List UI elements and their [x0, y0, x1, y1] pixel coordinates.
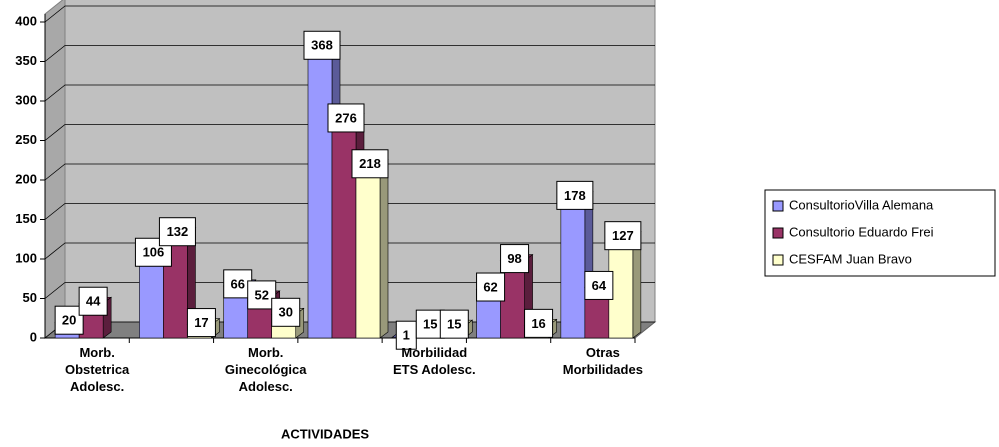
- bar-front: [355, 165, 381, 339]
- bar-front: [139, 253, 164, 339]
- data-label-box: [247, 280, 277, 310]
- legend-swatch: [772, 200, 784, 212]
- bar: [607, 231, 642, 339]
- data-label: 368: [311, 38, 333, 53]
- data-label-box: [500, 244, 530, 274]
- x-axis-title: ACTIVIDADES: [281, 426, 369, 441]
- bar-front: [307, 46, 333, 339]
- bar-side: [379, 159, 389, 339]
- x-tick-label: Morb. Ginecológica Adolesc.: [224, 345, 307, 394]
- data-label: 1: [403, 328, 410, 343]
- grid-line: [44, 242, 655, 260]
- data-label-box: [604, 221, 642, 251]
- data-label: 106: [143, 245, 165, 260]
- data-label: 276: [335, 110, 357, 125]
- bar: [355, 159, 389, 339]
- data-label-box: [303, 30, 341, 60]
- data-label: 132: [167, 224, 189, 239]
- data-label: 127: [612, 228, 634, 243]
- y-tick-label: 50: [23, 290, 37, 305]
- y-tick-label: 250: [15, 132, 37, 147]
- data-label: 62: [483, 279, 497, 294]
- grid-line: [44, 282, 655, 299]
- data-label-box: [524, 308, 554, 338]
- legend-swatch: [772, 254, 784, 266]
- data-label-box: [271, 297, 301, 327]
- x-tick-label: Otras Morbilidades: [562, 345, 643, 377]
- grid-line: [44, 124, 655, 141]
- grid-line: [44, 84, 655, 102]
- x-tick-label: Morbilidad ETS Adolesc.: [392, 345, 476, 377]
- data-label-box: [158, 217, 196, 247]
- y-tick-label: 200: [15, 171, 37, 186]
- data-label: 17: [194, 315, 208, 330]
- data-label-box: [327, 103, 365, 133]
- legend-box: [764, 189, 996, 277]
- data-label-box: [186, 308, 216, 338]
- legend-label: CESFAM Juan Bravo: [789, 251, 912, 266]
- data-label: 16: [531, 316, 545, 331]
- grid-line: [44, 45, 655, 62]
- data-label-box: [476, 272, 506, 302]
- data-label: 44: [86, 294, 101, 309]
- data-label-box: [54, 305, 84, 335]
- data-label: 15: [423, 317, 437, 332]
- data-label-box: [223, 269, 253, 299]
- y-tick-label: 400: [15, 13, 37, 28]
- legend-label: ConsultorioVilla Alemana: [789, 197, 934, 212]
- data-label-box: [439, 309, 469, 339]
- y-tick-label: 0: [30, 329, 37, 344]
- data-label: 30: [278, 305, 292, 320]
- data-label: 15: [447, 317, 461, 332]
- grid-line: [44, 203, 655, 220]
- y-tick-label: 350: [15, 53, 37, 68]
- x-tick-label: Morb. Obstetrica Adolesc.: [64, 345, 130, 394]
- data-label: 178: [564, 188, 586, 203]
- legend-label: Consultorio Eduardo Frei: [789, 224, 934, 239]
- legend-swatch: [772, 227, 784, 239]
- data-label: 52: [254, 287, 268, 302]
- side-wall: [44, 0, 66, 340]
- data-label-box: [78, 286, 108, 316]
- y-tick-label: 150: [15, 211, 37, 226]
- data-label: 218: [359, 156, 381, 171]
- data-label-box: [351, 149, 389, 179]
- data-label-box: [415, 309, 445, 339]
- y-tick-label: 300: [15, 92, 37, 107]
- data-label: 20: [62, 313, 76, 328]
- bar-front: [560, 197, 586, 339]
- data-label: 64: [592, 278, 607, 293]
- data-label: 98: [507, 251, 521, 266]
- bar: [559, 190, 594, 339]
- data-label-box: [556, 180, 594, 210]
- data-label-box: [584, 270, 614, 300]
- grid-line: [44, 5, 655, 23]
- data-label: 66: [230, 276, 244, 291]
- grid-line: [44, 163, 655, 181]
- y-tick-label: 100: [15, 250, 37, 265]
